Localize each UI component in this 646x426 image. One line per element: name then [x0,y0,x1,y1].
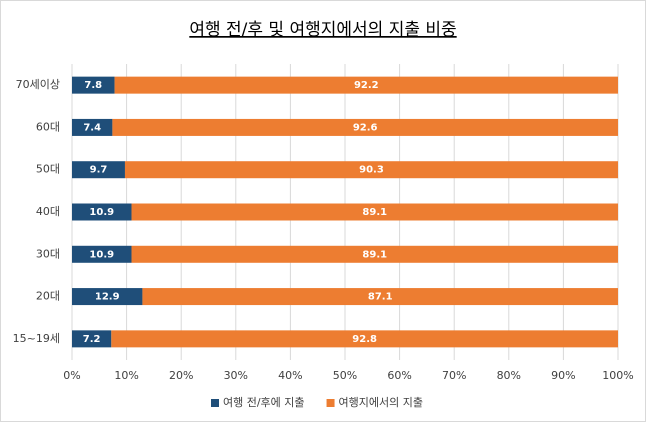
legend-label: 여행지에서의 지출 [339,396,423,409]
y-tick-label: 50대 [36,163,60,176]
x-tick-label: 10% [114,369,138,382]
data-label: 7.8 [84,80,102,91]
legend-swatch [211,399,219,407]
bar [111,330,618,348]
bar [142,288,618,306]
x-tick-label: 60% [387,369,411,382]
bar [72,161,125,179]
data-label: 89.1 [362,207,387,218]
bar [72,118,113,136]
data-label: 87.1 [368,292,393,303]
bar [72,330,112,348]
data-label: 92.6 [353,122,378,133]
x-tick-label: 100% [602,369,633,382]
y-tick-label: 15~19세 [13,332,60,345]
x-tick-label: 30% [224,369,248,382]
bar [72,245,132,263]
x-tick-label: 20% [169,369,193,382]
x-tick-label: 40% [278,369,302,382]
y-tick-label: 70세이상 [16,78,60,91]
data-label: 92.8 [352,334,377,345]
y-tick-label: 60대 [36,120,60,133]
chart-title: 여행 전/후 및 여행지에서의 지출 비중 [189,20,456,40]
data-label: 89.1 [362,249,387,260]
bar [72,203,132,221]
bar [72,288,143,306]
bar [124,161,618,179]
bar [114,76,618,94]
x-tick-label: 0% [63,369,80,382]
data-label: 7.2 [83,334,101,345]
data-label: 92.2 [354,80,379,91]
bar [72,76,115,94]
bar [131,245,618,263]
x-tick-label: 90% [551,369,575,382]
x-tick-label: 70% [442,369,466,382]
data-label: 12.9 [95,292,120,303]
data-label: 10.9 [89,249,114,260]
data-label: 10.9 [89,207,114,218]
legend-label: 여행 전/후에 지출 [223,396,305,409]
x-tick-label: 80% [497,369,521,382]
bar [131,203,618,221]
data-label: 7.4 [83,122,101,133]
bar [112,118,619,136]
data-label: 9.7 [90,165,108,176]
y-tick-label: 30대 [36,247,60,260]
legend-swatch [326,399,335,407]
data-label: 90.3 [359,165,384,176]
x-tick-label: 50% [333,369,357,382]
y-tick-label: 40대 [36,205,60,218]
y-tick-label: 20대 [36,290,60,303]
